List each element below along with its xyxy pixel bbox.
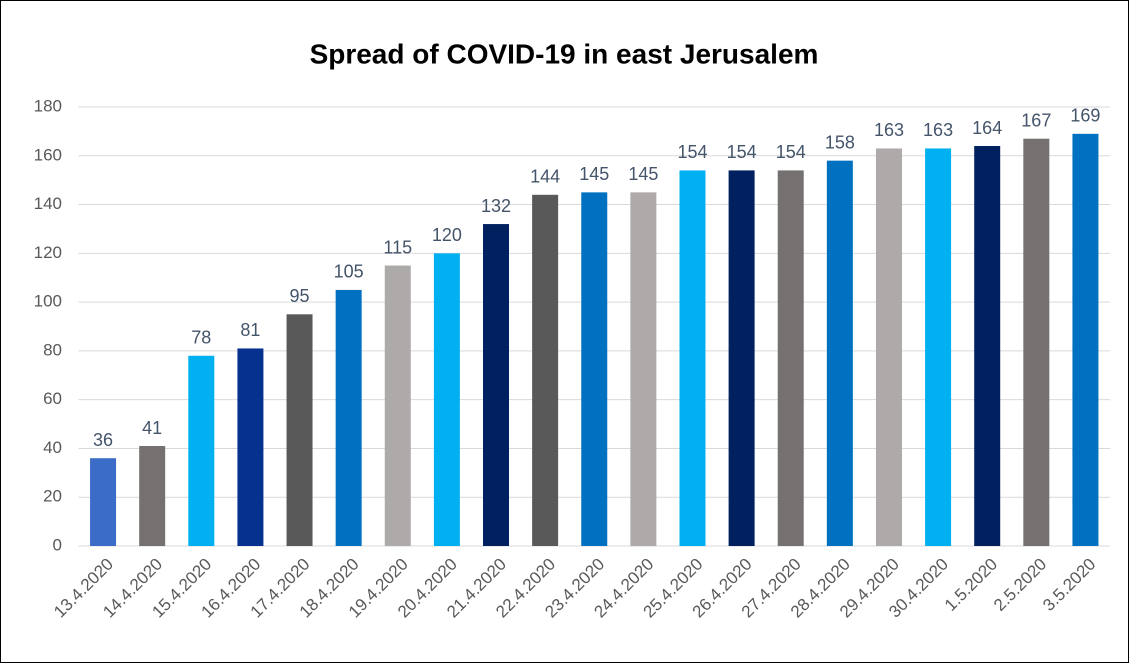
data-label: 158 <box>825 132 855 152</box>
chart-title: Spread of COVID-19 in east Jerusalem <box>310 38 819 69</box>
y-tick-label: 160 <box>34 145 62 164</box>
data-label: 145 <box>628 164 658 184</box>
y-tick-label: 20 <box>43 487 62 506</box>
data-label: 115 <box>383 237 412 257</box>
bar <box>679 170 706 546</box>
bar <box>286 314 313 546</box>
bar <box>1072 133 1099 547</box>
bar <box>139 446 166 546</box>
bar <box>581 192 608 546</box>
data-label: 169 <box>1070 106 1100 126</box>
data-label: 132 <box>481 196 511 216</box>
y-tick-label: 100 <box>34 292 62 311</box>
data-label: 36 <box>93 430 113 450</box>
data-label: 120 <box>432 225 462 245</box>
data-label: 163 <box>874 120 904 140</box>
y-tick-label: 140 <box>34 194 62 213</box>
y-tick-label: 0 <box>53 535 62 554</box>
bar <box>188 355 215 546</box>
bar <box>777 170 804 546</box>
data-label: 154 <box>727 142 757 162</box>
data-label: 105 <box>334 262 364 282</box>
data-label: 41 <box>142 418 162 438</box>
data-label: 144 <box>530 167 560 187</box>
bar <box>532 194 559 547</box>
data-label: 145 <box>579 164 609 184</box>
data-label: 95 <box>290 286 310 306</box>
bar <box>335 289 362 546</box>
y-tick-label: 40 <box>43 438 62 457</box>
bar <box>384 265 411 546</box>
y-tick-label: 120 <box>34 243 62 262</box>
bar <box>483 224 510 547</box>
data-label: 164 <box>972 118 1002 138</box>
bar <box>1023 138 1050 546</box>
bar <box>925 148 952 546</box>
y-tick-label: 60 <box>43 389 62 408</box>
bar <box>90 458 117 546</box>
y-tick-label: 180 <box>34 96 62 115</box>
data-label: 81 <box>240 320 260 340</box>
bar <box>630 192 657 546</box>
data-label: 167 <box>1021 110 1051 130</box>
bar <box>237 348 264 546</box>
bar <box>974 146 1001 546</box>
y-tick-label: 80 <box>43 340 62 359</box>
bar <box>875 148 902 546</box>
data-label: 154 <box>677 142 707 162</box>
data-label: 154 <box>776 142 806 162</box>
data-label: 163 <box>923 120 953 140</box>
bar <box>826 160 853 546</box>
bar <box>728 170 755 546</box>
bar <box>433 253 460 547</box>
data-label: 78 <box>191 328 211 348</box>
